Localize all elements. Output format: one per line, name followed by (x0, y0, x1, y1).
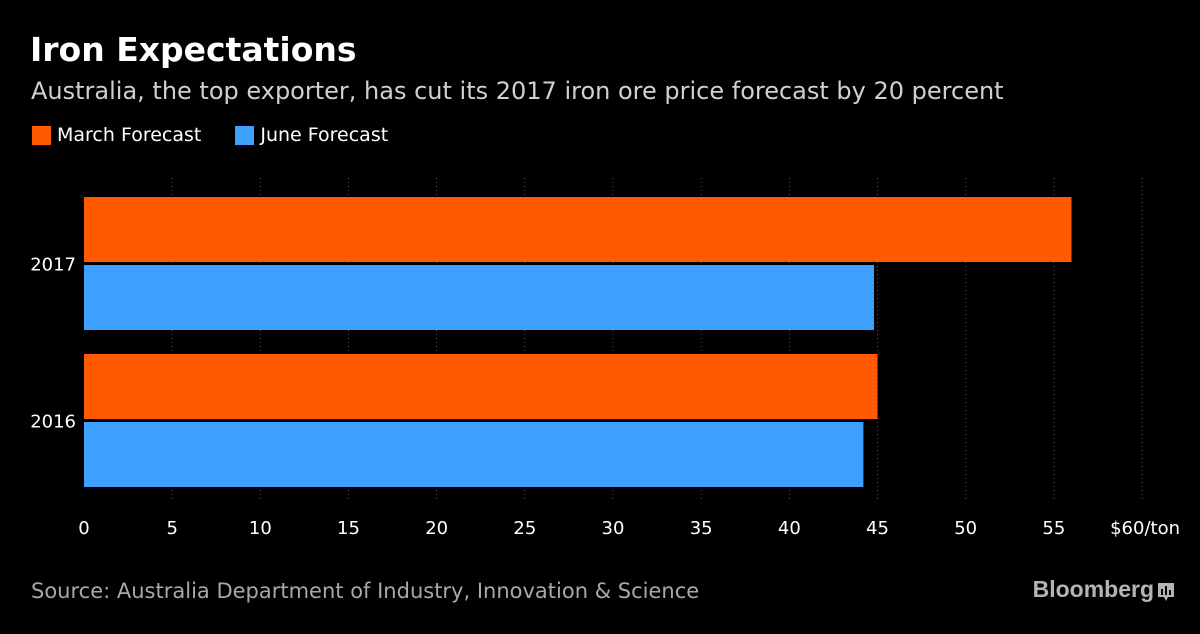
legend-label-june: June Forecast (260, 124, 389, 146)
legend: March Forecast June Forecast (32, 124, 422, 146)
x-tick-label-20: 20 (425, 518, 448, 539)
x-tick-label-5: 5 (166, 518, 177, 539)
x-tick-label-30: 30 (602, 518, 625, 539)
chart-subtitle: Australia, the top exporter, has cut its… (31, 77, 1004, 105)
x-tick-label-55: 55 (1042, 518, 1065, 539)
x-tick-label-40: 40 (778, 518, 801, 539)
x-tick-label-15: 15 (337, 518, 360, 539)
x-tick-label-35: 35 (690, 518, 713, 539)
source-note: Source: Australia Department of Industry… (31, 579, 700, 603)
legend-label-march: March Forecast (57, 124, 202, 146)
x-tick-label-60: $60/ton (1110, 518, 1180, 539)
bar-2017-june (84, 265, 874, 330)
chart-title: Iron Expectations (30, 30, 357, 69)
legend-item-june: June Forecast (235, 124, 388, 146)
legend-item-march: March Forecast (32, 124, 201, 146)
legend-swatch-march (32, 125, 51, 145)
bar-2016-june (84, 422, 864, 487)
category-label-2017: 2017 (30, 255, 76, 276)
x-tick-label-0: 0 (78, 518, 89, 539)
bloomberg-wordmark: Bloomberg (1032, 576, 1154, 602)
legend-swatch-june (235, 125, 255, 145)
bar-2017-march (84, 197, 1072, 262)
x-tick-label-25: 25 (513, 518, 536, 539)
category-label-2016: 2016 (30, 412, 76, 433)
bloomberg-logo: Bloomberg (1033, 576, 1174, 603)
x-tick-label-10: 10 (249, 518, 272, 539)
x-tick-label-45: 45 (866, 518, 889, 539)
bloomberg-chart-icon (1158, 582, 1174, 601)
bar-2016-march (84, 354, 878, 419)
x-tick-label-50: 50 (954, 518, 977, 539)
